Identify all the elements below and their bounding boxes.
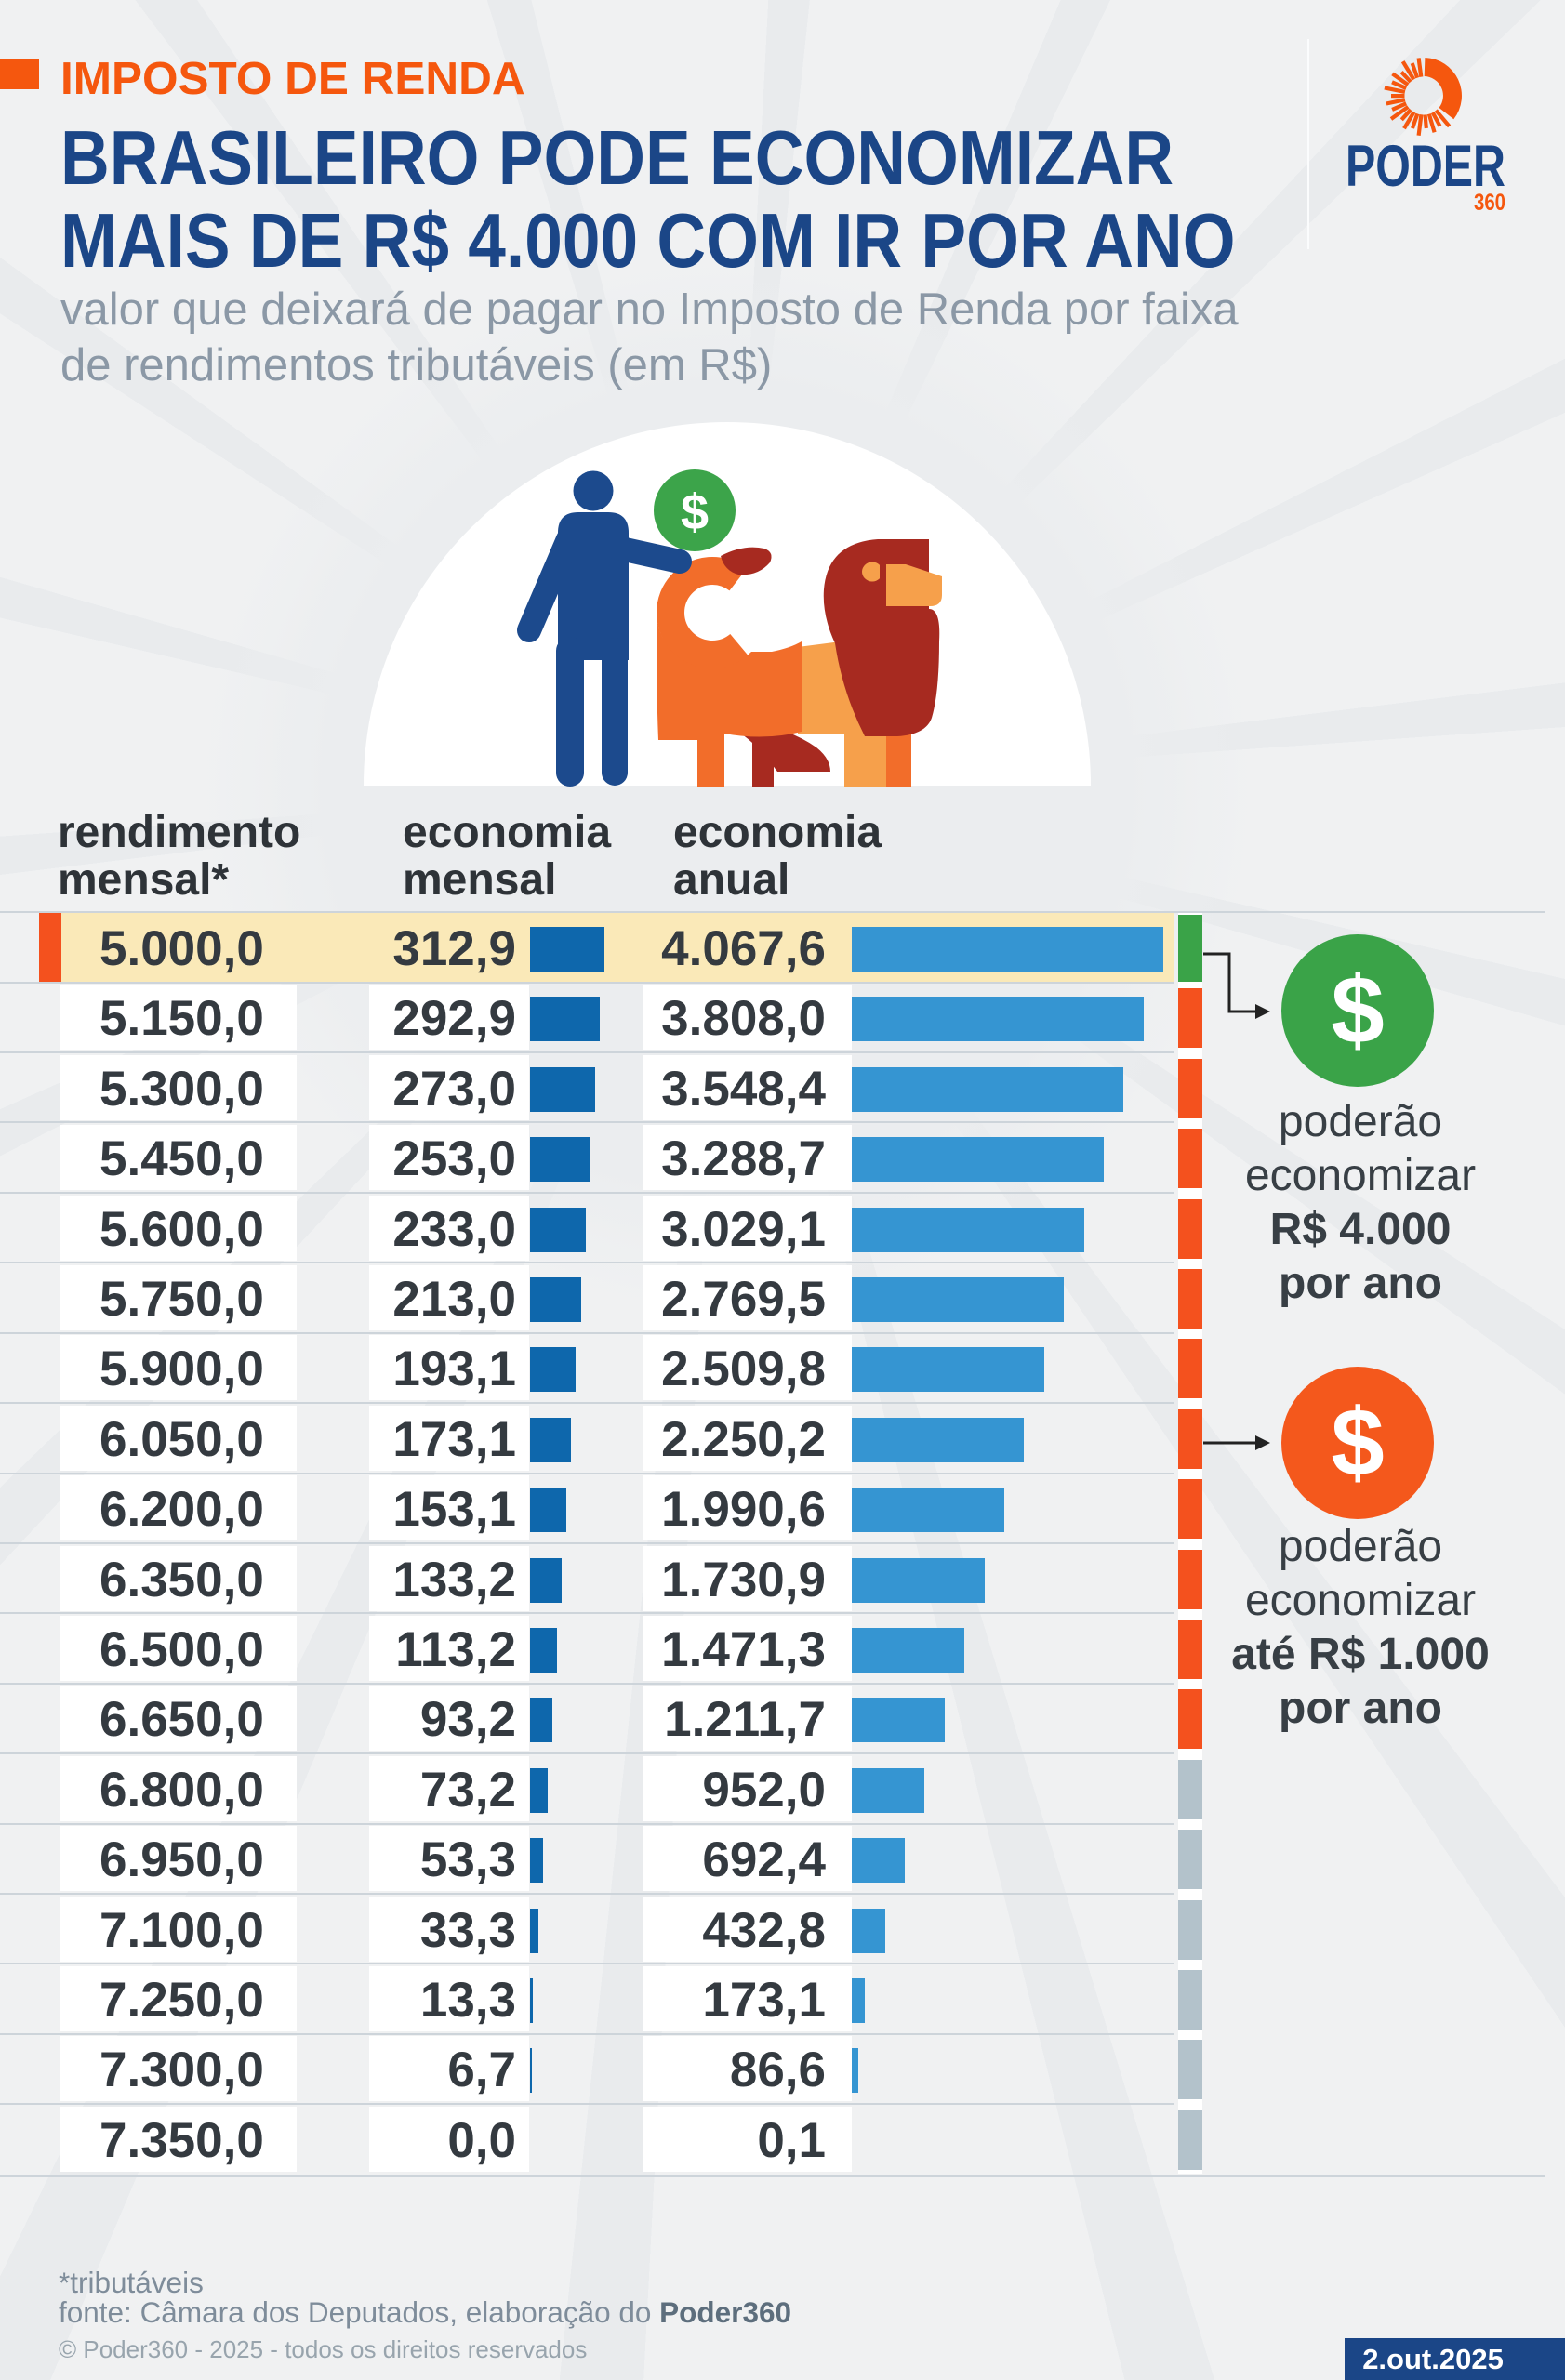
svg-text:$: $ bbox=[681, 484, 709, 540]
svg-text:360: 360 bbox=[1474, 190, 1505, 216]
svg-text:PODER: PODER bbox=[1346, 133, 1505, 199]
